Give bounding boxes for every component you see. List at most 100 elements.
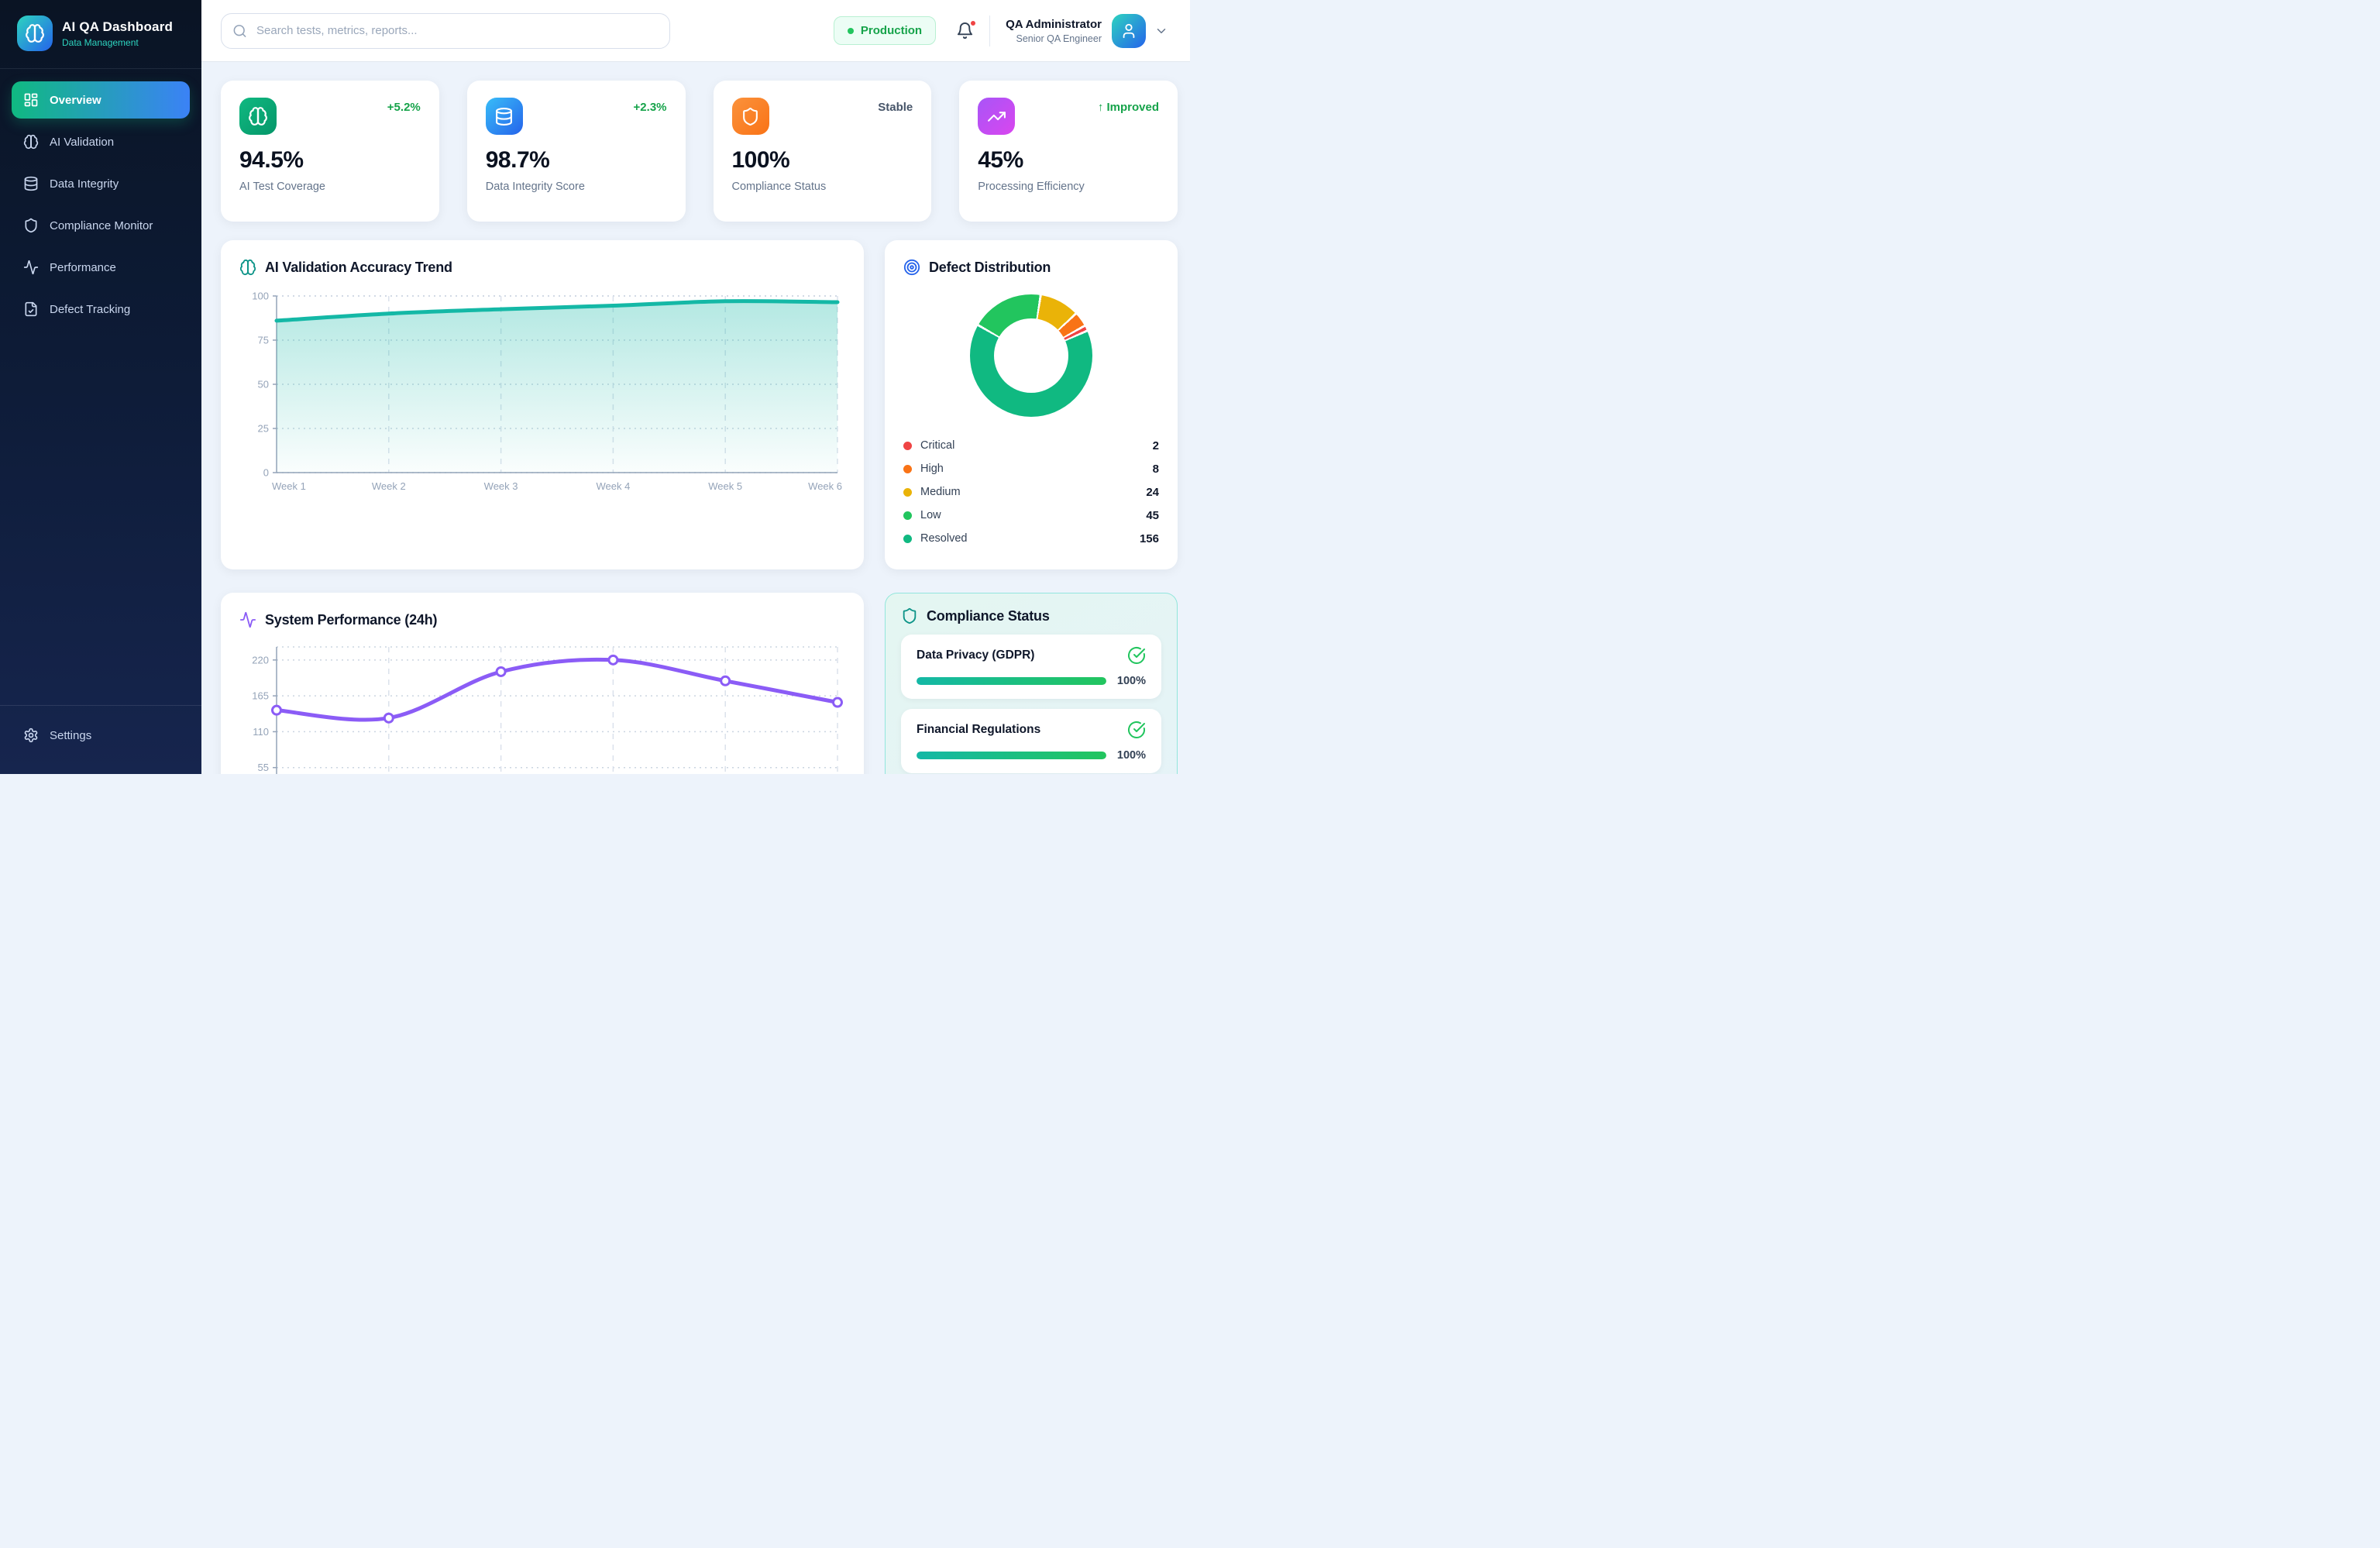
sidebar-item-label: Overview (50, 94, 101, 107)
legend-dot (903, 511, 912, 520)
sidebar-item-label: AI Validation (50, 136, 114, 149)
compliance-item-name: Financial Regulations (917, 723, 1040, 737)
sidebar-item-label: Data Integrity (50, 177, 119, 191)
sidebar-item-compliance-monitor[interactable]: Compliance Monitor (12, 207, 190, 244)
stat-value: 100% (732, 147, 913, 174)
stat-label: Processing Efficiency (978, 181, 1159, 193)
trending-up-icon (978, 98, 1015, 135)
stat-value: 45% (978, 147, 1159, 174)
brain-icon (239, 98, 277, 135)
svg-text:Week 4: Week 4 (596, 480, 630, 492)
svg-text:110: 110 (253, 726, 269, 738)
sidebar-item-overview[interactable]: Overview (12, 81, 190, 119)
search-wrap (221, 13, 670, 49)
svg-text:Week 6: Week 6 (808, 480, 842, 492)
stat-card-ai-test-coverage: +5.2% 94.5% AI Test Coverage (221, 81, 439, 222)
user-role: Senior QA Engineer (1006, 33, 1102, 44)
stat-label: AI Test Coverage (239, 181, 421, 193)
file-check-icon (23, 301, 39, 317)
sidebar-item-label: Compliance Monitor (50, 219, 153, 232)
stat-label: Data Integrity Score (486, 181, 667, 193)
progress-bar (917, 752, 1106, 759)
legend-item-resolved: Resolved 156 (903, 527, 1159, 550)
sidebar-item-label: Defect Tracking (50, 303, 130, 316)
search-icon (232, 23, 247, 38)
check-circle-icon (1127, 721, 1146, 739)
progress-bar (917, 677, 1106, 685)
defect-donut-chart (970, 294, 1092, 417)
svg-text:165: 165 (252, 690, 269, 702)
sidebar-item-ai-validation[interactable]: AI Validation (12, 123, 190, 160)
svg-text:25: 25 (258, 423, 269, 435)
progress-percent: 100% (1117, 675, 1146, 687)
svg-text:75: 75 (258, 335, 269, 346)
compliance-item-gdpr: Data Privacy (GDPR) 100% (901, 635, 1161, 699)
svg-text:Week 3: Week 3 (484, 480, 518, 492)
sidebar-item-label: Settings (50, 729, 91, 742)
defect-distribution-card: Defect Distribution Critical 2 High 8 (885, 240, 1178, 569)
svg-text:Week 5: Week 5 (708, 480, 742, 492)
divider (989, 15, 990, 46)
activity-icon (23, 260, 39, 275)
app-title: AI QA Dashboard (62, 19, 173, 35)
content: +5.2% 94.5% AI Test Coverage +2.3% 98.7%… (201, 62, 1190, 774)
accuracy-trend-chart: 0255075100Week 1Week 2Week 3Week 4Week 5… (239, 288, 845, 500)
activity-icon (239, 611, 256, 628)
svg-text:50: 50 (258, 379, 269, 390)
legend-dot (903, 488, 912, 497)
legend-item-high: High 8 (903, 457, 1159, 480)
svg-text:220: 220 (252, 654, 269, 666)
shield-icon (901, 607, 918, 624)
sidebar-item-performance[interactable]: Performance (12, 249, 190, 286)
legend-dot (903, 442, 912, 450)
panel-title: Defect Distribution (929, 260, 1051, 276)
stat-delta: +2.3% (634, 101, 667, 114)
panel-title: AI Validation Accuracy Trend (265, 260, 452, 276)
stat-delta: Stable (878, 101, 913, 114)
database-icon (23, 176, 39, 191)
stat-label: Compliance Status (732, 181, 913, 193)
stat-delta: ↑ Improved (1098, 101, 1159, 114)
app-logo-brain-icon (17, 15, 53, 51)
stat-card-compliance-status: Stable 100% Compliance Status (714, 81, 932, 222)
svg-text:Week 1: Week 1 (272, 480, 306, 492)
legend-dot (903, 535, 912, 543)
sidebar-nav: Overview AI Validation Data Integrity Co… (0, 69, 201, 332)
environment-badge[interactable]: Production (834, 16, 936, 45)
user-menu-chevron[interactable] (1154, 24, 1168, 38)
top-bar: Production QA Administrator Senior QA En… (201, 0, 1190, 62)
target-icon (903, 259, 920, 276)
compliance-item-financial: Financial Regulations 100% (901, 709, 1161, 773)
system-performance-card: System Performance (24h) 55 110 165 220 (221, 593, 864, 774)
check-circle-icon (1127, 646, 1146, 665)
user-name: QA Administrator (1006, 18, 1102, 31)
app-subtitle: Data Management (62, 37, 173, 48)
search-input[interactable] (221, 13, 670, 49)
sidebar-item-data-integrity[interactable]: Data Integrity (12, 165, 190, 202)
svg-text:Week 2: Week 2 (372, 480, 406, 492)
avatar[interactable] (1112, 14, 1146, 48)
legend-item-low: Low 45 (903, 504, 1159, 527)
stat-value: 94.5% (239, 147, 421, 174)
logo-row: AI QA Dashboard Data Management (0, 0, 201, 69)
dashboard-icon (23, 92, 39, 108)
legend-dot (903, 465, 912, 473)
user-icon (1120, 22, 1137, 40)
brain-icon (239, 259, 256, 276)
sidebar-item-settings[interactable]: Settings (12, 717, 190, 754)
panel-title: Compliance Status (927, 608, 1050, 624)
chevron-down-icon (1154, 24, 1168, 38)
status-dot (848, 28, 854, 34)
panel-title: System Performance (24h) (265, 612, 437, 628)
notifications-button[interactable] (956, 22, 974, 40)
gear-icon (23, 728, 39, 743)
compliance-item-name: Data Privacy (GDPR) (917, 648, 1034, 662)
sidebar-item-defect-tracking[interactable]: Defect Tracking (12, 291, 190, 328)
stat-card-processing-efficiency: ↑ Improved 45% Processing Efficiency (959, 81, 1178, 222)
svg-text:55: 55 (258, 762, 269, 773)
stat-delta: +5.2% (387, 101, 421, 114)
progress-fill (917, 677, 1106, 685)
stat-value: 98.7% (486, 147, 667, 174)
stats-row: +5.2% 94.5% AI Test Coverage +2.3% 98.7%… (221, 81, 1178, 222)
notification-dot (969, 19, 977, 27)
